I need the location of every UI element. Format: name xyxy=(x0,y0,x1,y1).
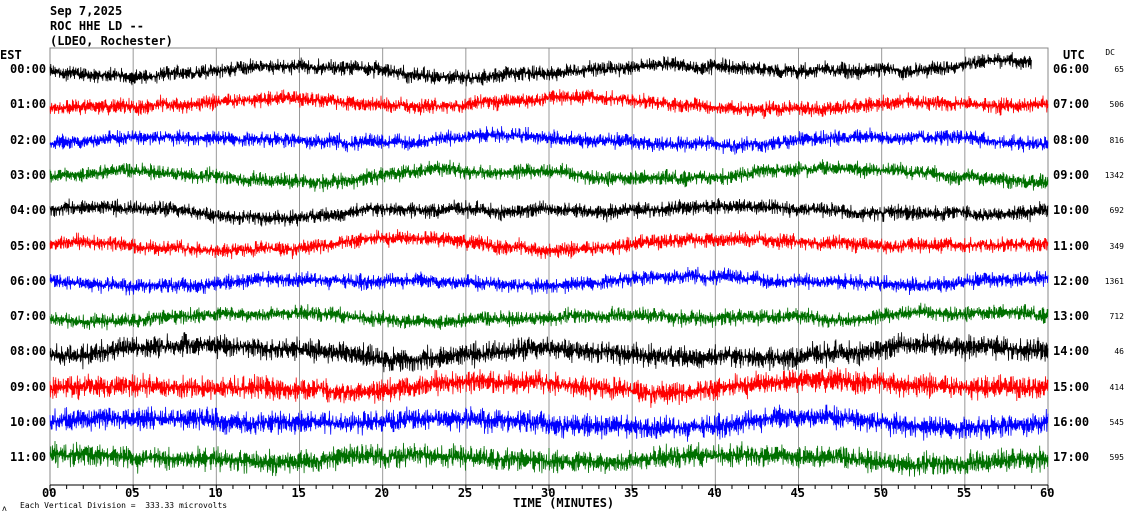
utc-label: 16:00 xyxy=(1053,415,1090,429)
est-label: 02:00 xyxy=(10,132,47,147)
trace-0600 xyxy=(49,266,1049,296)
dc-value: 1342 xyxy=(1104,170,1124,180)
est-label: 11:00 xyxy=(10,450,47,465)
dc-value: 712 xyxy=(1109,312,1124,322)
utc-label: 14:00 xyxy=(1053,344,1090,359)
trace-1000 xyxy=(49,404,1049,442)
utc-label: 13:00 xyxy=(1053,309,1090,324)
est-label: 06:00 xyxy=(10,273,47,288)
trace-1100 xyxy=(49,440,1049,477)
x-tick-label: 00 xyxy=(42,486,57,500)
x-tick-label: 30 xyxy=(541,486,556,500)
dc-value: 1361 xyxy=(1104,276,1124,286)
utc-label: 09:00 xyxy=(1053,167,1090,182)
dc-value: 545 xyxy=(1109,418,1124,427)
x-tick-label: 60 xyxy=(1040,486,1055,500)
est-label: 01:00 xyxy=(10,97,47,112)
dc-value: 46 xyxy=(1114,347,1124,357)
trace-0400 xyxy=(49,197,1049,227)
x-tick-label: 25 xyxy=(457,486,473,500)
x-tick-label: 05 xyxy=(125,486,140,500)
est-label: 10:00 xyxy=(10,415,47,429)
trace-0000 xyxy=(49,52,1032,87)
footer-mark: ʌ xyxy=(2,504,7,513)
x-tick-label: 10 xyxy=(208,486,223,500)
utc-label: 17:00 xyxy=(1053,450,1090,465)
trace-0700 xyxy=(49,302,1049,331)
network-title: (LDEO, Rochester) xyxy=(50,34,173,48)
dc-value: 692 xyxy=(1109,206,1124,216)
station-title: ROC HHE LD -- xyxy=(50,19,144,33)
utc-label: 15:00 xyxy=(1053,379,1090,394)
date-title: Sep 7,2025 xyxy=(50,4,123,18)
trace-0300 xyxy=(49,159,1049,193)
utc-label: 12:00 xyxy=(1053,273,1090,288)
est-label: 08:00 xyxy=(10,344,47,359)
utc-label: 10:00 xyxy=(1053,203,1090,218)
dc-value: 414 xyxy=(1109,382,1124,392)
utc-label: 11:00 xyxy=(1053,238,1090,253)
x-tick-label: 35 xyxy=(624,486,639,500)
x-tick-label: 20 xyxy=(374,486,390,500)
dc-value: 65 xyxy=(1114,65,1124,74)
est-axis-title: EST xyxy=(0,48,22,62)
dc-value: 506 xyxy=(1109,100,1124,110)
trace-0800 xyxy=(49,332,1049,373)
dc-title: DC xyxy=(1105,48,1115,57)
trace-0200 xyxy=(49,126,1049,155)
est-label: 04:00 xyxy=(10,203,47,218)
dc-value: 816 xyxy=(1109,135,1124,145)
dc-value: 595 xyxy=(1109,453,1124,463)
x-tick-label: 45 xyxy=(790,486,805,500)
x-tick-label: 40 xyxy=(707,486,722,500)
est-label: 07:00 xyxy=(10,309,47,324)
est-label: 09:00 xyxy=(10,379,47,394)
x-tick-label: 15 xyxy=(291,486,306,500)
utc-axis-title: UTC xyxy=(1063,48,1085,62)
utc-label: 08:00 xyxy=(1053,132,1090,147)
est-label: 05:00 xyxy=(10,238,47,253)
x-axis-label: TIME (MINUTES) xyxy=(513,496,615,510)
dc-value: 349 xyxy=(1109,241,1124,251)
trace-0100 xyxy=(49,89,1049,120)
trace-0500 xyxy=(49,229,1049,260)
utc-label: 06:00 xyxy=(1053,62,1090,76)
utc-label: 07:00 xyxy=(1053,97,1090,112)
est-label: 03:00 xyxy=(10,167,47,182)
est-label: 00:00 xyxy=(10,62,47,76)
x-tick-label: 50 xyxy=(873,486,889,500)
trace-0900 xyxy=(49,367,1049,408)
vertical-division-note: Each Vertical Division = 333.33 microvol… xyxy=(20,501,228,510)
x-tick-label: 55 xyxy=(956,486,972,500)
